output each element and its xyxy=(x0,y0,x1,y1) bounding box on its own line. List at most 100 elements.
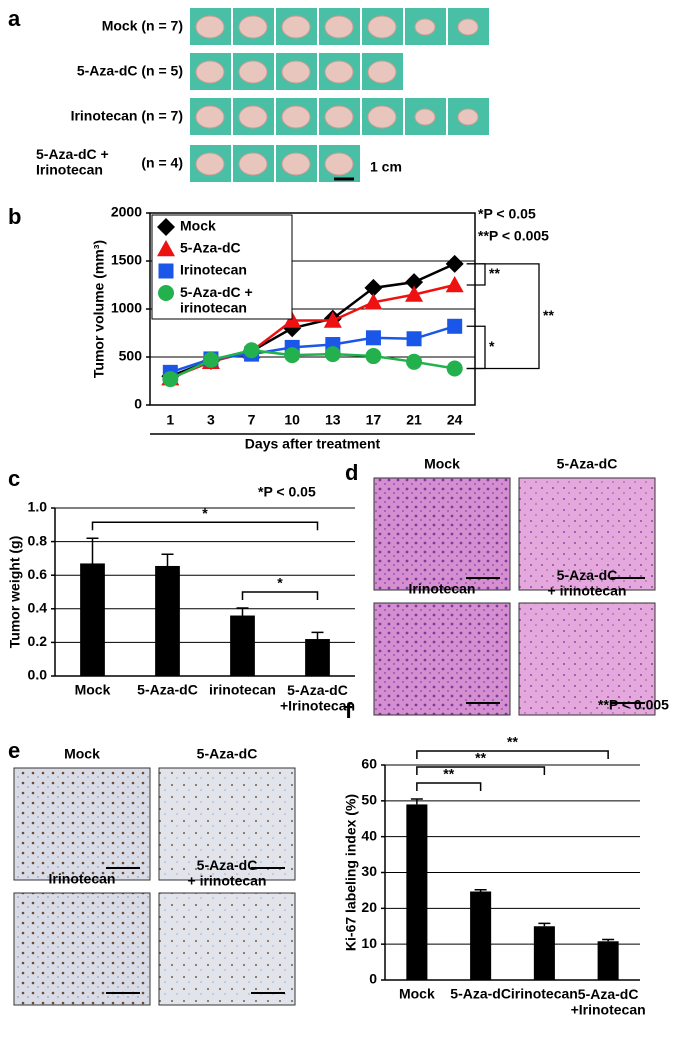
image-label: Mock xyxy=(64,746,100,762)
legend-marker xyxy=(158,263,174,279)
y-tick-label: 0.8 xyxy=(28,532,48,548)
marker xyxy=(162,371,179,388)
significance-bracket xyxy=(466,263,540,370)
legend-marker xyxy=(157,240,175,257)
tumor xyxy=(414,108,436,126)
y-axis-label: Tumor volume (mm³) xyxy=(91,240,107,378)
bar xyxy=(155,565,180,676)
significance-bracket xyxy=(416,766,546,776)
tumor xyxy=(324,152,354,176)
error-bar xyxy=(86,537,99,564)
image-label: Mock xyxy=(424,456,460,472)
panel-label: a xyxy=(8,6,21,31)
tumor xyxy=(367,105,397,129)
marker xyxy=(445,254,464,273)
micrograph xyxy=(373,477,511,591)
annotation: *P < 0.05 xyxy=(258,484,316,500)
error-bar xyxy=(538,922,551,927)
marker xyxy=(447,318,463,334)
tumor xyxy=(367,60,397,84)
micrograph xyxy=(373,602,511,716)
bar xyxy=(406,804,428,980)
tumor xyxy=(238,152,268,176)
micrograph xyxy=(518,602,656,716)
y-tick-label: 1.0 xyxy=(28,499,48,515)
tumor xyxy=(281,152,311,176)
x-tick-label: irinotecan xyxy=(209,682,276,698)
panel-label: b xyxy=(8,204,21,229)
row-label: 5-Aza-dC (n = 5) xyxy=(77,63,183,79)
y-axis-label: Tumor weight (g) xyxy=(7,536,23,649)
significance-label: ** xyxy=(543,307,554,323)
y-axis-label: Ki-67 labeling index (%) xyxy=(343,794,359,951)
tumor xyxy=(457,18,479,36)
marker xyxy=(324,346,341,363)
x-tick-label: 24 xyxy=(447,412,463,428)
bar xyxy=(470,891,492,980)
marker xyxy=(202,351,219,368)
significance-bracket xyxy=(466,325,486,370)
significance-label: ** xyxy=(489,265,500,281)
error-bar xyxy=(311,631,324,640)
bar xyxy=(80,563,105,676)
y-tick-label: 0.4 xyxy=(28,600,48,616)
significance-label: * xyxy=(489,338,495,354)
y-tick-label: 0.2 xyxy=(28,633,48,649)
tumor xyxy=(195,15,225,39)
x-tick-label: Mock xyxy=(75,682,111,698)
y-tick-label: 500 xyxy=(119,348,143,364)
x-tick-label: 21 xyxy=(406,412,422,428)
micrograph xyxy=(158,767,296,881)
x-tick-label: 5-Aza-dC +Irinotecan xyxy=(280,682,355,713)
legend-marker xyxy=(158,285,174,301)
tumor xyxy=(281,60,311,84)
y-tick-label: 0.6 xyxy=(28,566,48,582)
y-tick-label: 0 xyxy=(134,396,142,412)
significance-label: ** xyxy=(443,766,454,782)
tumor xyxy=(324,60,354,84)
error-bar xyxy=(161,553,174,566)
error-bar xyxy=(474,888,487,892)
significance-label: ** xyxy=(475,750,486,766)
image-label: 5-Aza-dC xyxy=(557,456,618,472)
tumor xyxy=(238,15,268,39)
row-label: Mock (n = 7) xyxy=(102,18,183,34)
y-tick-label: 30 xyxy=(361,863,377,879)
x-tick-label: 3 xyxy=(207,412,215,428)
x-tick-label: Mock xyxy=(399,986,435,1002)
scale-label: 1 cm xyxy=(370,159,402,175)
marker xyxy=(364,278,383,297)
micrograph xyxy=(518,477,656,591)
significance-label: * xyxy=(277,575,283,591)
marker xyxy=(406,331,422,347)
legend-box xyxy=(151,214,293,320)
micrograph xyxy=(13,892,151,1006)
x-tick-label: 5-Aza-dC xyxy=(137,682,198,698)
legend-label: Mock xyxy=(180,218,216,234)
tumor xyxy=(238,60,268,84)
significance-bracket xyxy=(416,782,482,792)
panel-label: c xyxy=(8,466,20,491)
x-tick-label: 17 xyxy=(366,412,382,428)
marker xyxy=(283,311,302,328)
y-tick-label: 50 xyxy=(361,792,377,808)
x-tick-label: irinotecan xyxy=(511,986,578,1002)
image-label: Irinotecan xyxy=(409,581,476,597)
tumor xyxy=(281,15,311,39)
micrograph xyxy=(13,767,151,881)
legend-label: Irinotecan xyxy=(180,262,247,278)
y-tick-label: 1000 xyxy=(111,300,142,316)
bar xyxy=(597,941,619,980)
significance-bracket xyxy=(91,521,319,531)
tumor xyxy=(457,108,479,126)
annotation: **P < 0.005 xyxy=(478,228,549,244)
tumor xyxy=(324,15,354,39)
x-tick-label: 5-Aza-dC +Irinotecan xyxy=(571,986,646,1017)
y-tick-label: 40 xyxy=(361,827,377,843)
image-label: 5-Aza-dC + irinotecan xyxy=(548,567,627,598)
error-bar xyxy=(602,938,615,942)
marker xyxy=(446,360,463,377)
marker xyxy=(405,273,424,292)
